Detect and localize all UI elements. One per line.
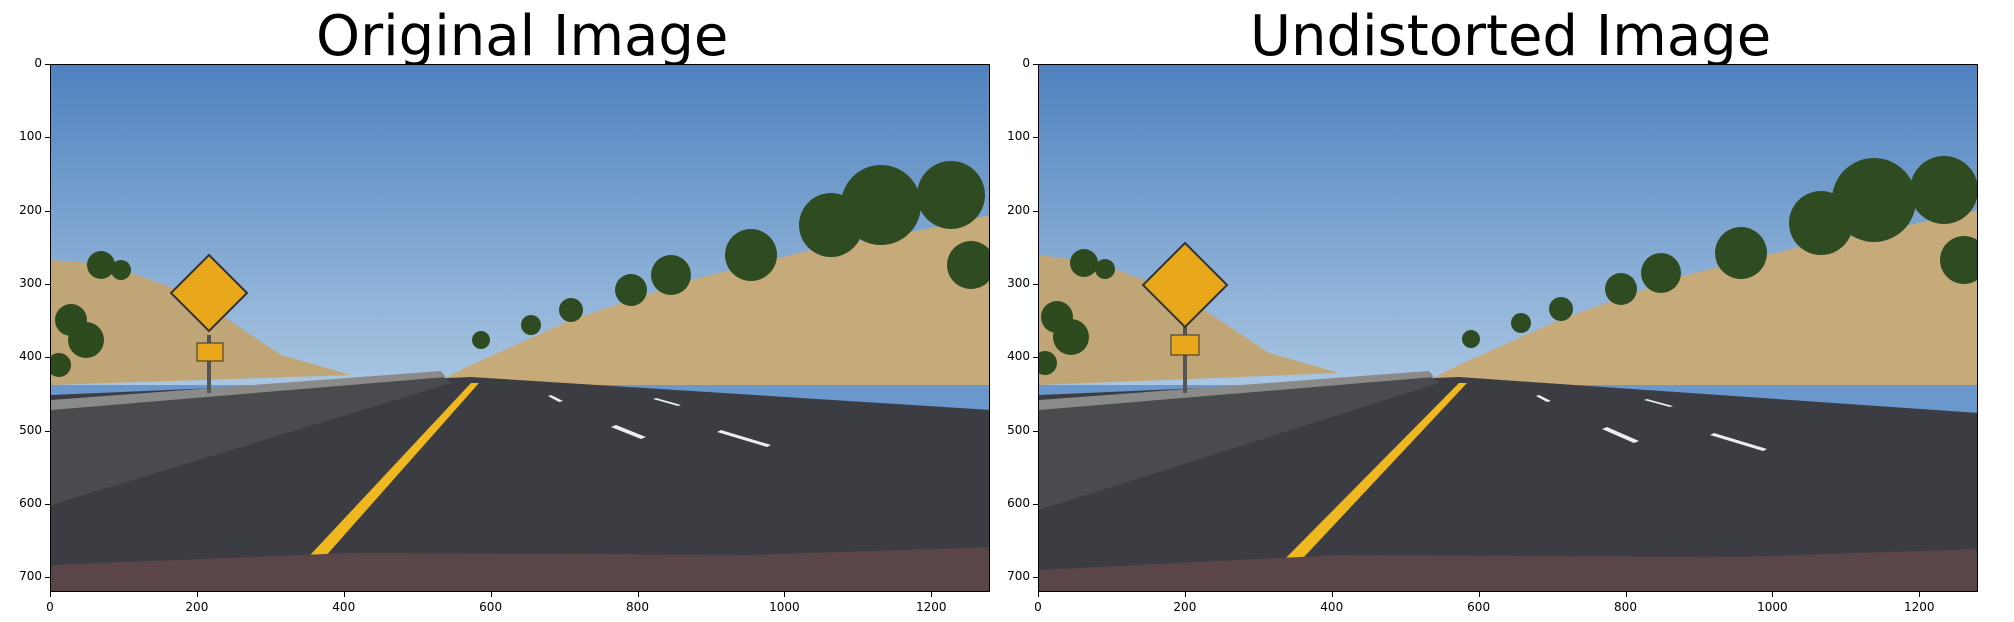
x-tick-label: 200	[1173, 600, 1197, 614]
x-tick-mark	[343, 592, 345, 597]
x-tick-label: 0	[46, 600, 54, 614]
x-tick-mark	[490, 592, 492, 597]
x-tick-label: 800	[626, 600, 649, 614]
x-tick-mark	[1038, 592, 1039, 597]
y-tick-mark	[1033, 504, 1038, 505]
median-barrier	[51, 375, 451, 505]
road-scene-image	[51, 65, 989, 591]
y-tick-mark	[1033, 210, 1038, 212]
y-tick-label: 500	[19, 422, 42, 437]
median-barrier	[1039, 375, 1439, 510]
x-tick-mark	[50, 592, 51, 597]
yellow-lane-line	[299, 383, 479, 567]
x-tick-label: 800	[1614, 600, 1637, 614]
x-tick-mark	[1184, 592, 1186, 597]
undistorted-image-panel: Undistorted Image	[1000, 0, 2000, 622]
y-tick-mark	[45, 504, 50, 505]
x-tick-label: 200	[185, 600, 209, 614]
y-tick-label: 100	[19, 129, 42, 144]
y-tick-mark	[45, 284, 50, 285]
x-tick-mark	[196, 592, 198, 597]
right-hillside	[1419, 210, 1977, 385]
x-tick-mark	[1625, 592, 1627, 597]
y-tick-label: 0	[1022, 56, 1030, 70]
y-tick-label: 200	[19, 202, 42, 217]
y-tick-label: 700	[1007, 569, 1030, 584]
y-tick-label: 700	[19, 569, 42, 584]
y-tick-mark	[45, 357, 50, 359]
y-tick-mark	[1033, 430, 1038, 432]
y-tick-label: 300	[1007, 276, 1030, 290]
deer-crossing-sign	[169, 253, 249, 393]
y-tick-label: 200	[1007, 202, 1030, 217]
car-hood	[51, 547, 989, 591]
y-tick-label: 500	[1007, 422, 1030, 437]
undistorted-image-axes	[1038, 64, 1978, 592]
y-tick-mark	[45, 430, 50, 432]
white-lane-dashes	[1536, 395, 1767, 451]
y-tick-label: 0	[34, 56, 42, 70]
y-tick-label: 400	[1007, 349, 1030, 364]
right-hillside	[431, 215, 989, 385]
original-image-panel: Original Image	[0, 0, 1000, 622]
x-tick-label: 600	[1467, 600, 1491, 614]
y-tick-mark	[1033, 577, 1038, 579]
y-tick-label: 300	[19, 276, 42, 290]
x-tick-label: 600	[479, 600, 503, 614]
x-tick-mark	[1478, 592, 1480, 597]
y-tick-mark	[45, 577, 50, 579]
x-tick-mark	[1331, 592, 1333, 597]
x-tick-mark	[931, 592, 933, 597]
yellow-lane-line	[1271, 383, 1467, 573]
panel-title: Undistorted Image	[1250, 4, 1772, 69]
y-tick-label: 600	[19, 496, 42, 510]
left-trees	[1039, 249, 1115, 375]
y-tick-label: 100	[1007, 129, 1030, 144]
y-tick-mark	[45, 64, 50, 65]
x-tick-mark	[1772, 592, 1774, 597]
x-tick-mark	[1919, 592, 1921, 597]
left-trees	[51, 251, 131, 377]
y-tick-mark	[45, 210, 50, 212]
x-tick-label: 400	[1320, 600, 1344, 614]
x-tick-label: 1000	[1757, 600, 1788, 614]
y-tick-label: 600	[1007, 496, 1030, 510]
x-tick-label: 0	[1034, 600, 1042, 614]
x-tick-label: 1200	[1903, 600, 1935, 614]
y-tick-mark	[1033, 357, 1038, 359]
white-lane-dashes	[548, 395, 771, 447]
y-tick-label: 400	[19, 349, 42, 364]
y-tick-mark	[45, 137, 50, 139]
x-tick-label: 1200	[915, 600, 947, 614]
x-tick-mark	[784, 592, 786, 597]
right-trees	[472, 161, 989, 349]
x-tick-label: 1000	[769, 600, 800, 614]
y-tick-mark	[1033, 284, 1038, 285]
y-tick-mark	[1033, 64, 1038, 65]
x-tick-label: 400	[332, 600, 356, 614]
x-tick-mark	[637, 592, 639, 597]
original-image-axes	[50, 64, 990, 592]
y-tick-mark	[1033, 137, 1038, 139]
car-hood	[1039, 549, 1977, 591]
road-scene-image	[1039, 65, 1977, 591]
panel-title: Original Image	[316, 4, 729, 69]
deer-crossing-sign	[1141, 241, 1229, 393]
right-trees	[1462, 156, 1977, 348]
